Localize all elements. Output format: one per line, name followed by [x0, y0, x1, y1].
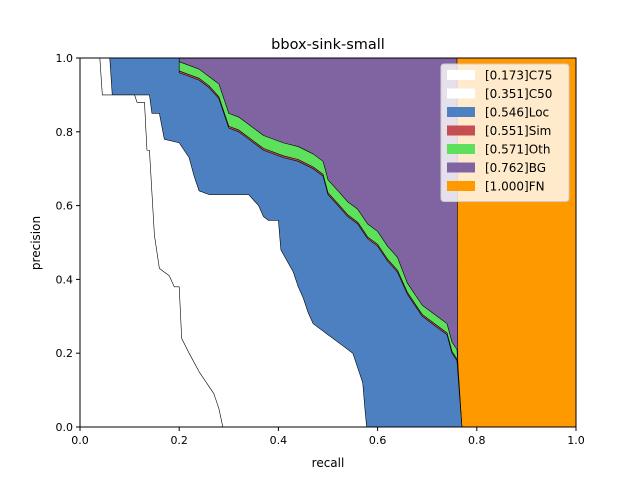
legend: [0.173]C75 [0.351]C50 [0.546]Loc [0.551]Sim…: [440, 63, 570, 202]
y-tick-label: 0.0: [56, 421, 74, 434]
legend-label: [0.351]C50: [485, 87, 552, 101]
legend-label: [0.546]Loc: [485, 106, 549, 120]
legend-swatch: [447, 107, 475, 117]
x-tick-label: 1.0: [567, 434, 585, 447]
legend-swatch: [447, 181, 475, 191]
legend-swatch: [447, 88, 475, 99]
y-tick-label: 0.2: [56, 347, 74, 360]
y-axis-label: precision: [29, 216, 43, 270]
y-tick-label: 0.6: [56, 200, 74, 213]
legend-label: [1.000]FN: [485, 180, 545, 194]
area-0-173-c75: [79, 57, 224, 428]
legend-swatch: [447, 125, 475, 136]
x-tick-label: 0.6: [369, 434, 387, 447]
legend-swatch: [447, 144, 475, 154]
y-tick-label: 0.4: [56, 273, 74, 286]
legend-label: [0.551]Sim: [485, 124, 551, 138]
y-tick-label: 1.0: [56, 52, 74, 65]
legend-label: [0.571]Oth: [485, 143, 550, 157]
legend-swatch: [447, 162, 475, 173]
axes-frame: [79, 57, 577, 428]
x-tick-label: 0.8: [468, 434, 486, 447]
x-axis-label: recall: [312, 456, 345, 470]
legend-swatch: [447, 70, 475, 80]
chart-title: bbox-sink-small: [271, 37, 385, 53]
legend-label: [0.173]C75: [485, 69, 552, 83]
x-tick-label: 0.0: [71, 434, 89, 447]
axes: 0.0 0.2 0.4 0.6 0.8 1.0 0.0 0.2 0.4 0.6 0.8 1.0: [56, 52, 585, 447]
x-tick-label: 0.4: [270, 434, 288, 447]
plot-area: [79, 57, 577, 428]
y-tick-label: 0.8: [56, 126, 74, 139]
legend-label: [0.762]BG: [485, 161, 546, 175]
x-tick-label: 0.2: [170, 434, 188, 447]
